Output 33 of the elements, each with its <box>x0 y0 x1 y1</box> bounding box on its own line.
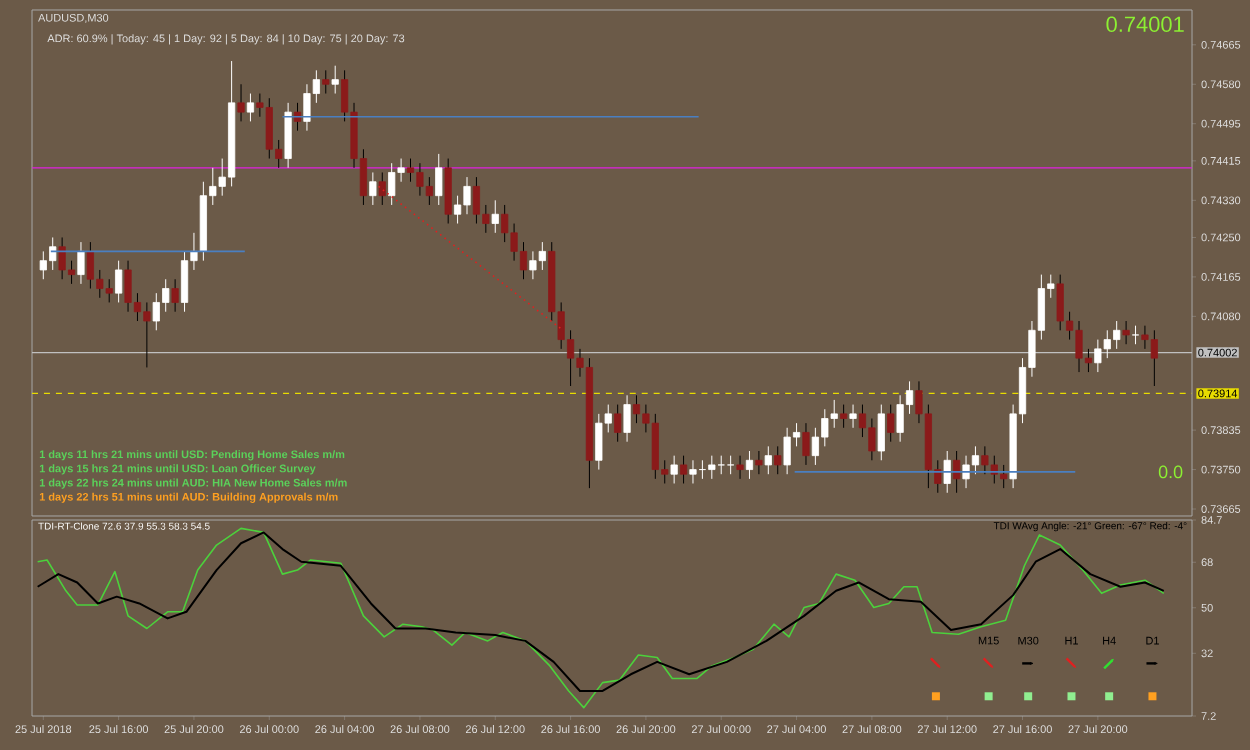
candlestick <box>887 404 895 443</box>
candlestick <box>237 83 245 122</box>
candlestick <box>764 445 772 475</box>
annotation: 0.74001 <box>1106 16 1184 32</box>
candlestick <box>943 450 951 494</box>
candlestick <box>331 65 339 95</box>
candlestick <box>284 102 292 169</box>
candlestick <box>623 394 631 443</box>
candlestick <box>115 260 123 303</box>
candlestick <box>171 278 179 313</box>
candlestick <box>953 450 961 494</box>
candlestick <box>774 445 782 475</box>
candlestick <box>378 171 386 206</box>
candlestick <box>77 241 85 285</box>
candlestick <box>755 450 763 475</box>
candlestick <box>246 93 255 122</box>
candlestick <box>670 455 678 484</box>
candlestick <box>444 158 452 225</box>
annotation: 0.0 <box>1158 465 1183 479</box>
candlestick <box>1131 325 1140 345</box>
candlestick <box>802 422 810 466</box>
candlestick <box>614 404 622 443</box>
candlestick <box>745 450 754 480</box>
candlestick <box>877 404 885 461</box>
candlestick <box>491 199 499 234</box>
candlestick <box>322 69 330 95</box>
candlestick <box>840 404 848 429</box>
candlestick <box>1122 320 1130 345</box>
candlestick <box>736 455 744 480</box>
candlestick <box>849 404 857 429</box>
candlestick <box>679 455 688 484</box>
candlestick <box>435 153 443 206</box>
candlestick <box>369 171 377 206</box>
